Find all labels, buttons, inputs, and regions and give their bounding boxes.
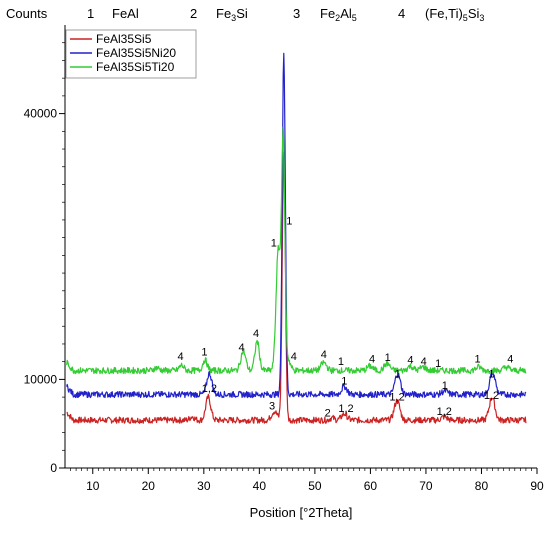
peak-label: 4 — [177, 351, 183, 363]
series-line-1 — [66, 151, 527, 424]
peak-label: 2 — [325, 408, 331, 420]
phase-4-number: 4 — [398, 6, 405, 21]
phase-3-name: Fe2Al5 — [320, 6, 357, 23]
y-tick-label: 0 — [50, 461, 57, 475]
y-ticks: 0 10000 40000 — [24, 42, 65, 475]
peak-label: 1 — [201, 346, 207, 358]
peak-label: 1 — [395, 369, 401, 381]
x-tick-label: 50 — [308, 479, 322, 493]
phase-1-number: 1 — [87, 6, 94, 21]
phase-3-number: 3 — [293, 6, 300, 21]
x-axis-label: Position [°2Theta] — [250, 505, 353, 520]
phase-2-number: 2 — [190, 6, 197, 21]
peak-label: 4 — [369, 354, 375, 366]
peak-label: 1,2 — [202, 383, 217, 395]
peak-label: 1,2 — [484, 390, 499, 402]
y-axis-label: Counts — [6, 6, 48, 21]
x-tick-label: 40 — [253, 479, 267, 493]
series-line-3 — [66, 126, 527, 375]
peak-label: 1 — [385, 352, 391, 364]
peak-label: 3 — [269, 401, 275, 413]
peak-label: 1 — [475, 354, 481, 366]
peak-label: 4 — [253, 328, 259, 340]
peak-label: 1 — [271, 238, 277, 250]
peak-label: 1 — [435, 358, 441, 370]
peak-label: 1,2 — [389, 392, 404, 404]
series-lines — [66, 52, 527, 424]
peak-label: 1 — [488, 369, 494, 381]
plot-area: 10 20 30 40 50 60 70 80 90 0 10000 40000 1,2 3 2 1,2 1… — [24, 25, 544, 493]
y-tick-label: 10000 — [24, 372, 58, 386]
x-tick-label: 70 — [419, 479, 433, 493]
legend-label: FeAl35Si5Ni20 — [96, 46, 176, 60]
legend-label: FeAl35Si5 — [96, 32, 152, 46]
x-tick-label: 60 — [364, 479, 378, 493]
peak-label: 1,2 — [437, 406, 452, 418]
peak-label: 1 — [442, 380, 448, 392]
peak-label: 1,2 — [338, 403, 353, 415]
peak-label: 4 — [421, 356, 427, 368]
x-tick-label: 20 — [142, 479, 156, 493]
x-tick-label: 30 — [197, 479, 211, 493]
phase-4-name: (Fe,Ti)5Si3 — [425, 6, 484, 23]
peak-label: 4 — [239, 342, 245, 354]
peak-label: 4 — [291, 351, 297, 363]
peak-label: 4 — [507, 354, 513, 366]
x-tick-label: 80 — [475, 479, 489, 493]
x-tick-label: 10 — [86, 479, 100, 493]
peak-label: 1 — [338, 356, 344, 368]
legend-box — [65, 29, 197, 79]
x-ticks: 10 20 30 40 50 60 70 80 90 — [70, 468, 544, 493]
phase-key: Counts 1 FeAl 2 Fe3Si 3 Fe2Al5 4 (Fe,Ti)… — [6, 6, 484, 23]
y-tick-label: 40000 — [24, 107, 58, 121]
legend-label: FeAl35Si5Ti20 — [96, 60, 175, 74]
peak-label: 1 — [341, 376, 347, 388]
x-tick-label: 90 — [530, 479, 544, 493]
peak-label: 4 — [407, 354, 413, 366]
peak-label: 4 — [321, 349, 327, 361]
series-line-2 — [66, 52, 527, 399]
peak-label: 1 — [286, 215, 292, 227]
phase-1-name: FeAl — [112, 6, 139, 21]
phase-2-name: Fe3Si — [216, 6, 248, 23]
